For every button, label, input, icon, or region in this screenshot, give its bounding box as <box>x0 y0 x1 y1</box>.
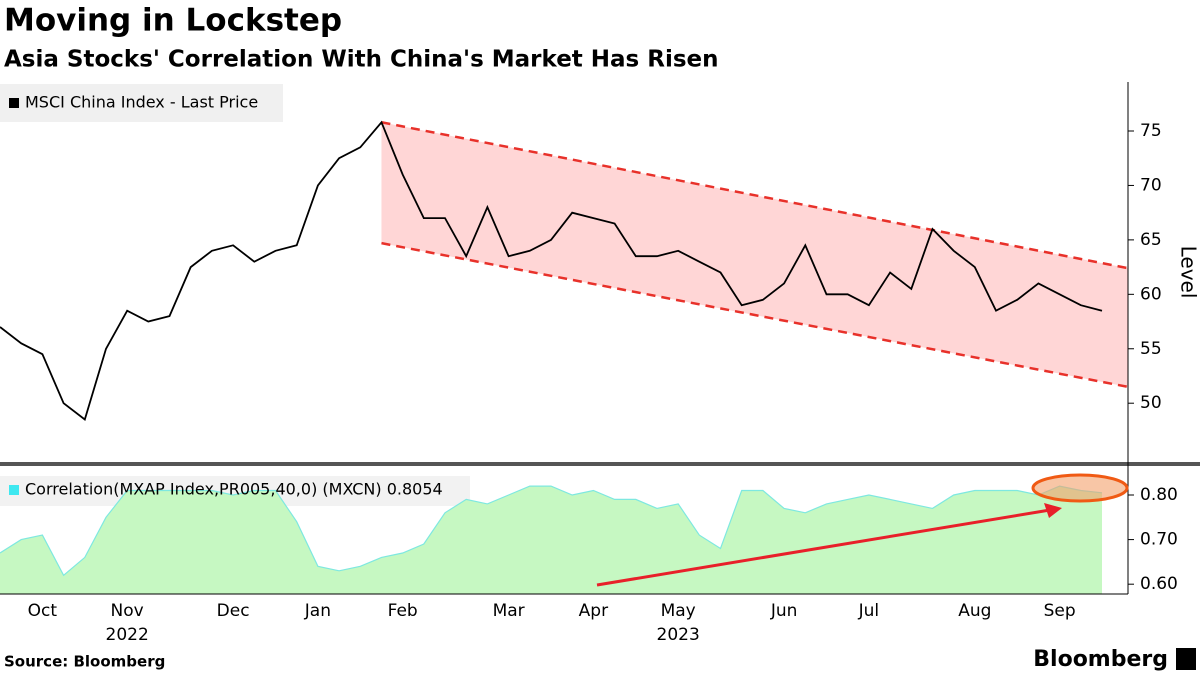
chart-title: Moving in Lockstep <box>4 3 342 39</box>
x-tick-label: Mar <box>493 601 525 621</box>
y-tick-label: 70 <box>1140 175 1162 195</box>
legend-label: Correlation(MXAP Index,PR005,40,0) (MXCN… <box>25 480 443 499</box>
brand-logo: Bloomberg <box>1033 647 1168 672</box>
y-tick-label: 0.60 <box>1140 574 1178 594</box>
x-tick-label: Dec <box>217 601 250 621</box>
x-tick-label: Jul <box>858 601 880 621</box>
y-tick-label: 50 <box>1140 393 1162 413</box>
legend-swatch <box>9 485 19 495</box>
y-axis-label: Level <box>1177 246 1200 299</box>
chart-subtitle: Asia Stocks' Correlation With China's Ma… <box>4 47 719 73</box>
x-year-label: 2023 <box>657 625 700 645</box>
brand-icon <box>1176 648 1196 670</box>
y-tick-label: 0.70 <box>1140 530 1178 550</box>
y-tick-label: 65 <box>1140 230 1162 250</box>
correlation-area <box>0 486 1102 594</box>
legend-swatch <box>9 98 19 108</box>
trend-arrow <box>596 508 1051 587</box>
y-tick-label: 55 <box>1140 339 1162 359</box>
trend-arrowhead <box>1044 503 1062 518</box>
y-tick-label: 60 <box>1140 284 1162 304</box>
x-tick-label: Jan <box>304 601 331 621</box>
legend-label: MSCI China Index - Last Price <box>25 93 258 112</box>
x-tick-label: Jun <box>770 601 798 621</box>
x-tick-label: Apr <box>579 601 608 621</box>
x-year-label: 2022 <box>106 625 149 645</box>
y-tick-label: 75 <box>1140 121 1162 141</box>
x-tick-label: Oct <box>28 601 58 621</box>
x-tick-label: Feb <box>388 601 418 621</box>
plot-layer <box>0 120 1129 594</box>
x-tick-label: May <box>661 601 696 621</box>
channel-upper <box>381 121 1129 270</box>
x-tick-label: Sep <box>1044 601 1076 621</box>
source-note: Source: Bloomberg <box>4 653 165 671</box>
price-line <box>0 120 1103 422</box>
highlight-ellipse <box>1031 473 1129 503</box>
channel-lower <box>381 241 1129 389</box>
x-tick-label: Aug <box>958 601 991 621</box>
correlation-line <box>0 485 1103 577</box>
legend-box <box>0 84 283 122</box>
x-tick-label: Nov <box>111 601 144 621</box>
y-tick-label: 0.80 <box>1140 485 1178 505</box>
channel-fill <box>381 122 1128 387</box>
